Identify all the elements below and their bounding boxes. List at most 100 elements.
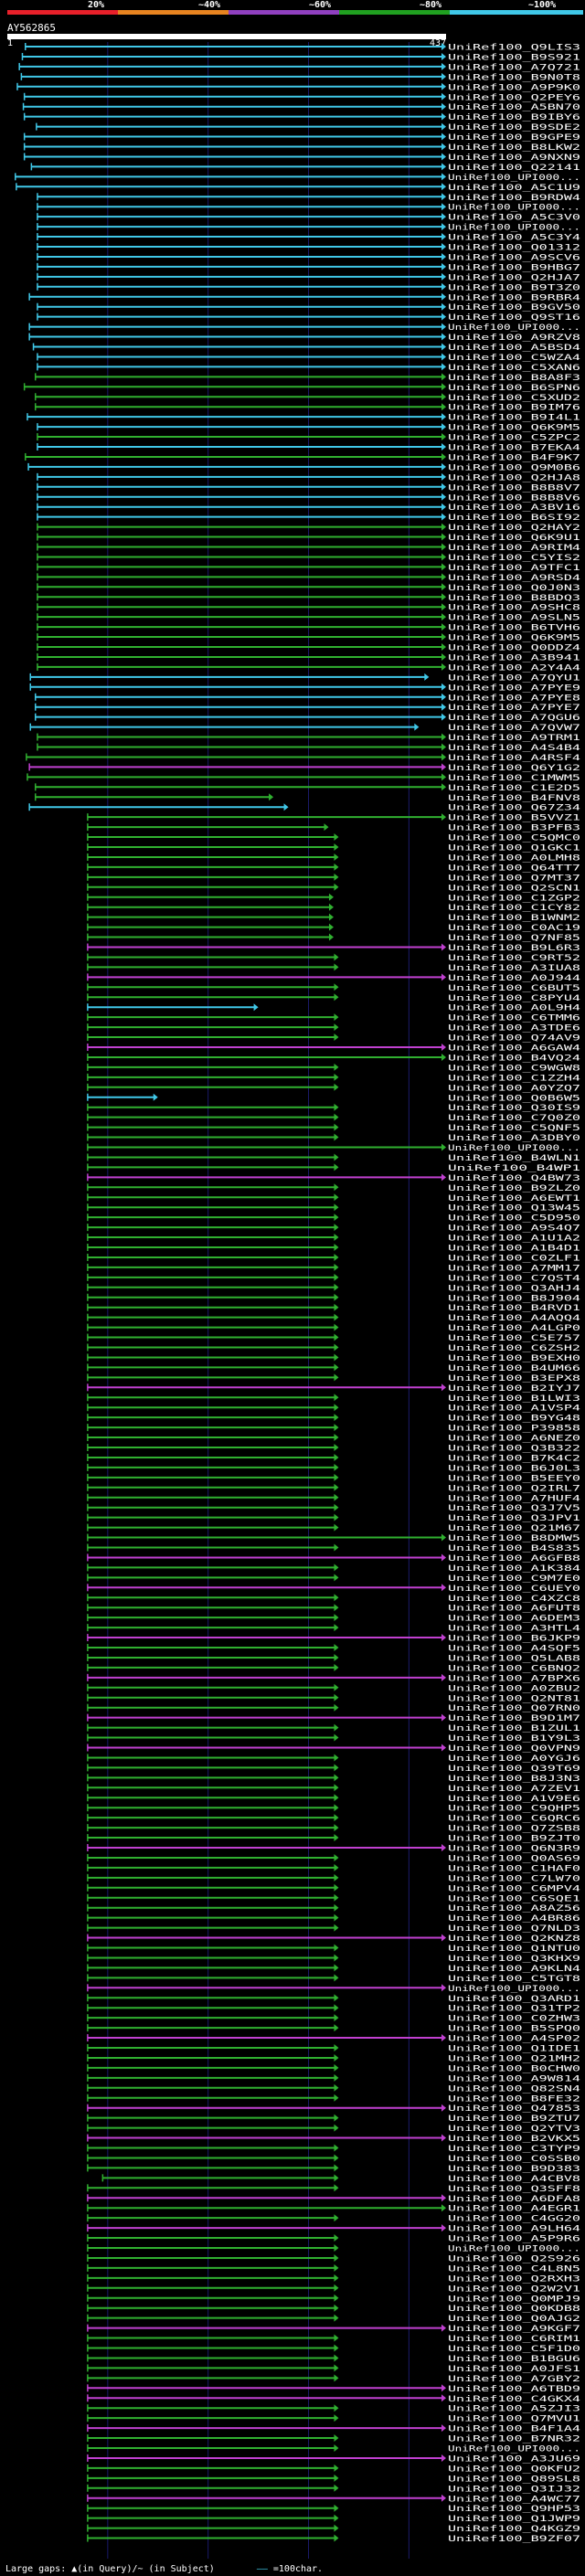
hit-label[interactable]: UniRef100_Q3JPV1 <box>448 1514 580 1523</box>
hit-label[interactable]: UniRef100_Q30IS9 <box>448 1104 580 1113</box>
hit-label[interactable]: UniRef100_Q0KDB8 <box>448 2305 580 2314</box>
hit-label[interactable]: UniRef100_A1U1A2 <box>448 1235 580 1244</box>
hit-label[interactable]: UniRef100_A5BN70 <box>448 103 580 112</box>
hit-label[interactable]: UniRef100_A9SHC8 <box>448 604 580 613</box>
hit-label[interactable]: UniRef100_Q0B6W5 <box>448 1094 580 1103</box>
hit-label[interactable]: UniRef100_Q0MPJ9 <box>448 2295 580 2304</box>
hit-label[interactable]: UniRef100_A6TBD9 <box>448 2385 580 2394</box>
hit-label[interactable]: UniRef100_C6ZSH2 <box>448 1344 580 1353</box>
hit-label[interactable]: UniRef100_B8FE32 <box>448 2094 580 2104</box>
hit-label[interactable]: UniRef100_B8B8V6 <box>448 493 580 503</box>
hit-label[interactable]: UniRef100_B8J904 <box>448 1294 580 1303</box>
hit-label[interactable]: UniRef100_B1LWI3 <box>448 1394 580 1404</box>
hit-label[interactable]: UniRef100_B7EKA4 <box>448 444 580 453</box>
hit-label[interactable]: UniRef100_A7QYU1 <box>448 673 580 683</box>
hit-label[interactable]: UniRef100_Q0VPN9 <box>448 1744 580 1754</box>
hit-label[interactable]: UniRef100_A5C1U9 <box>448 184 580 193</box>
hit-label[interactable]: UniRef100_B8DMW5 <box>448 1534 580 1543</box>
hit-label[interactable]: UniRef100_Q4BW73 <box>448 1174 580 1183</box>
hit-label[interactable]: UniRef100_Q0AJG2 <box>448 2315 580 2324</box>
hit-label[interactable]: UniRef100_A4WC77 <box>448 2495 580 2504</box>
hit-label[interactable]: UniRef100_Q1GKC1 <box>448 844 580 853</box>
hit-label[interactable]: UniRef100_A9SLN5 <box>448 614 580 623</box>
hit-label[interactable]: UniRef100_B5VVZ1 <box>448 814 580 823</box>
hit-label[interactable]: UniRef100_B2VKX5 <box>448 2135 580 2144</box>
hit-label[interactable]: UniRef100_A5P9R6 <box>448 2235 580 2244</box>
hit-label[interactable]: UniRef100_Q2YTV3 <box>448 2125 580 2134</box>
hit-label[interactable]: UniRef100_C1HAF0 <box>448 1864 580 1873</box>
hit-label[interactable]: UniRef100_A8AZ56 <box>448 1904 580 1913</box>
hit-label[interactable]: UniRef100_UPI000... <box>448 2245 580 2254</box>
hit-label[interactable]: UniRef100_A2Y4A4 <box>448 663 580 673</box>
hit-label[interactable]: UniRef100_C5F1D0 <box>448 2345 580 2354</box>
hit-label[interactable]: UniRef100_Q31TP2 <box>448 2005 580 2014</box>
hit-label[interactable]: UniRef100_Q6K9U1 <box>448 534 580 543</box>
hit-label[interactable]: UniRef100_C0SSB0 <box>448 2155 580 2164</box>
hit-label[interactable]: UniRef100_A4LGP0 <box>448 1324 580 1333</box>
hit-label[interactable]: UniRef100_Q0DDZ4 <box>448 644 580 653</box>
hit-label[interactable]: UniRef100_UPI000... <box>448 224 580 233</box>
hit-label[interactable]: UniRef100_C0AC19 <box>448 924 580 933</box>
hit-label[interactable]: UniRef100_B5EEY0 <box>448 1474 580 1483</box>
hit-label[interactable]: UniRef100_Q2PEY6 <box>448 93 580 102</box>
hit-label[interactable]: UniRef100_Q6K9M5 <box>448 424 580 433</box>
hit-label[interactable]: UniRef100_C9RT52 <box>448 954 580 963</box>
hit-label[interactable]: UniRef100_B9EXH0 <box>448 1354 580 1363</box>
hit-label[interactable]: UniRef100_C0ZLF1 <box>448 1254 580 1263</box>
hit-label[interactable]: UniRef100_Q4KGZ9 <box>448 2525 580 2534</box>
hit-label[interactable]: UniRef100_C6BNQ2 <box>448 1664 580 1673</box>
hit-label[interactable]: UniRef100_A3HTL4 <box>448 1625 580 1634</box>
hit-label[interactable]: UniRef100_B9SDE2 <box>448 123 580 133</box>
hit-label[interactable]: UniRef100_Q1IDE1 <box>448 2045 580 2054</box>
hit-label[interactable]: UniRef100_C1ZZH4 <box>448 1074 580 1083</box>
hit-label[interactable]: UniRef100_Q21MH2 <box>448 2054 580 2063</box>
hit-label[interactable]: UniRef100_A6GAW4 <box>448 1044 580 1054</box>
hit-label[interactable]: UniRef100_Q21M67 <box>448 1524 580 1533</box>
hit-label[interactable]: UniRef100_C6TMM6 <box>448 1014 580 1023</box>
hit-label[interactable]: UniRef100_A3B941 <box>448 653 580 663</box>
hit-label[interactable]: UniRef100_Q3KHX9 <box>448 1955 580 1964</box>
hit-label[interactable]: UniRef100_C5QNF5 <box>448 1124 580 1133</box>
hit-label[interactable]: UniRef100_B4F9K7 <box>448 453 580 462</box>
hit-label[interactable]: UniRef100_UPI000... <box>448 1985 580 1994</box>
hit-label[interactable]: UniRef100_C9WGW8 <box>448 1064 580 1073</box>
hit-label[interactable]: UniRef100_B4F1A4 <box>448 2425 580 2434</box>
hit-label[interactable]: UniRef100_B9RBR4 <box>448 293 580 302</box>
hit-label[interactable]: UniRef100_C8PYU4 <box>448 994 580 1003</box>
hit-label[interactable]: UniRef100_Q2HJA8 <box>448 473 580 482</box>
hit-label[interactable]: UniRef100_B4RVD1 <box>448 1304 580 1313</box>
hit-label[interactable]: UniRef100_Q5LAB8 <box>448 1654 580 1663</box>
hit-label[interactable]: UniRef100_A0YGJ6 <box>448 1754 580 1764</box>
hit-label[interactable]: UniRef100_Q7MVU1 <box>448 2415 580 2424</box>
hit-label[interactable]: UniRef100_B9D383 <box>448 2165 580 2174</box>
hit-label[interactable]: UniRef100_Q74AV9 <box>448 1034 580 1044</box>
hit-label[interactable]: UniRef100_B9T3Z0 <box>448 283 580 292</box>
hit-label[interactable]: UniRef100_B9YG48 <box>448 1415 580 1424</box>
hit-label[interactable]: UniRef100_Q0AS69 <box>448 1854 580 1863</box>
hit-label[interactable]: UniRef100_A7PYE7 <box>448 704 580 713</box>
hit-label[interactable]: UniRef100_C4L8N5 <box>448 2264 580 2274</box>
hit-label[interactable]: UniRef100_Q3ARD1 <box>448 1995 580 2004</box>
hit-label[interactable]: UniRef100_C5WZA4 <box>448 354 580 363</box>
hit-label[interactable]: UniRef100_B9ZF07 <box>448 2535 580 2544</box>
hit-label[interactable]: UniRef100_A9RSD4 <box>448 574 580 583</box>
hit-label[interactable]: UniRef100_A3IUA8 <box>448 964 580 973</box>
hit-label[interactable]: UniRef100_C6BUT5 <box>448 984 580 993</box>
hit-label[interactable]: UniRef100_C5TGT8 <box>448 1975 580 1984</box>
hit-label[interactable]: UniRef100_B5SPQ0 <box>448 2025 580 2034</box>
hit-label[interactable]: UniRef100_B9IM76 <box>448 404 580 413</box>
hit-label[interactable]: UniRef100_Q3IJ32 <box>448 2485 580 2494</box>
hit-label[interactable]: UniRef100_B6J0L3 <box>448 1464 580 1473</box>
hit-label[interactable]: UniRef100_B9L6R3 <box>448 944 580 953</box>
hit-label[interactable]: UniRef100_UPI000... <box>448 2445 580 2454</box>
hit-label[interactable]: UniRef100_B4WP1 <box>448 1164 580 1173</box>
hit-label[interactable]: UniRef100_Q67Z34 <box>448 804 580 813</box>
hit-label[interactable]: UniRef100_C7QST4 <box>448 1274 580 1283</box>
hit-label[interactable]: UniRef100_A4S4B4 <box>448 744 580 753</box>
hit-label[interactable]: UniRef100_A7ZEV1 <box>448 1785 580 1794</box>
hit-label[interactable]: UniRef100_B2IYJ7 <box>448 1384 580 1394</box>
hit-label[interactable]: UniRef100_B9I4L1 <box>448 414 580 423</box>
hit-label[interactable]: UniRef100_C6UEY0 <box>448 1585 580 1594</box>
hit-label[interactable]: UniRef100_A1K384 <box>448 1564 580 1574</box>
hit-label[interactable]: UniRef100_A0ZBU2 <box>448 1684 580 1693</box>
